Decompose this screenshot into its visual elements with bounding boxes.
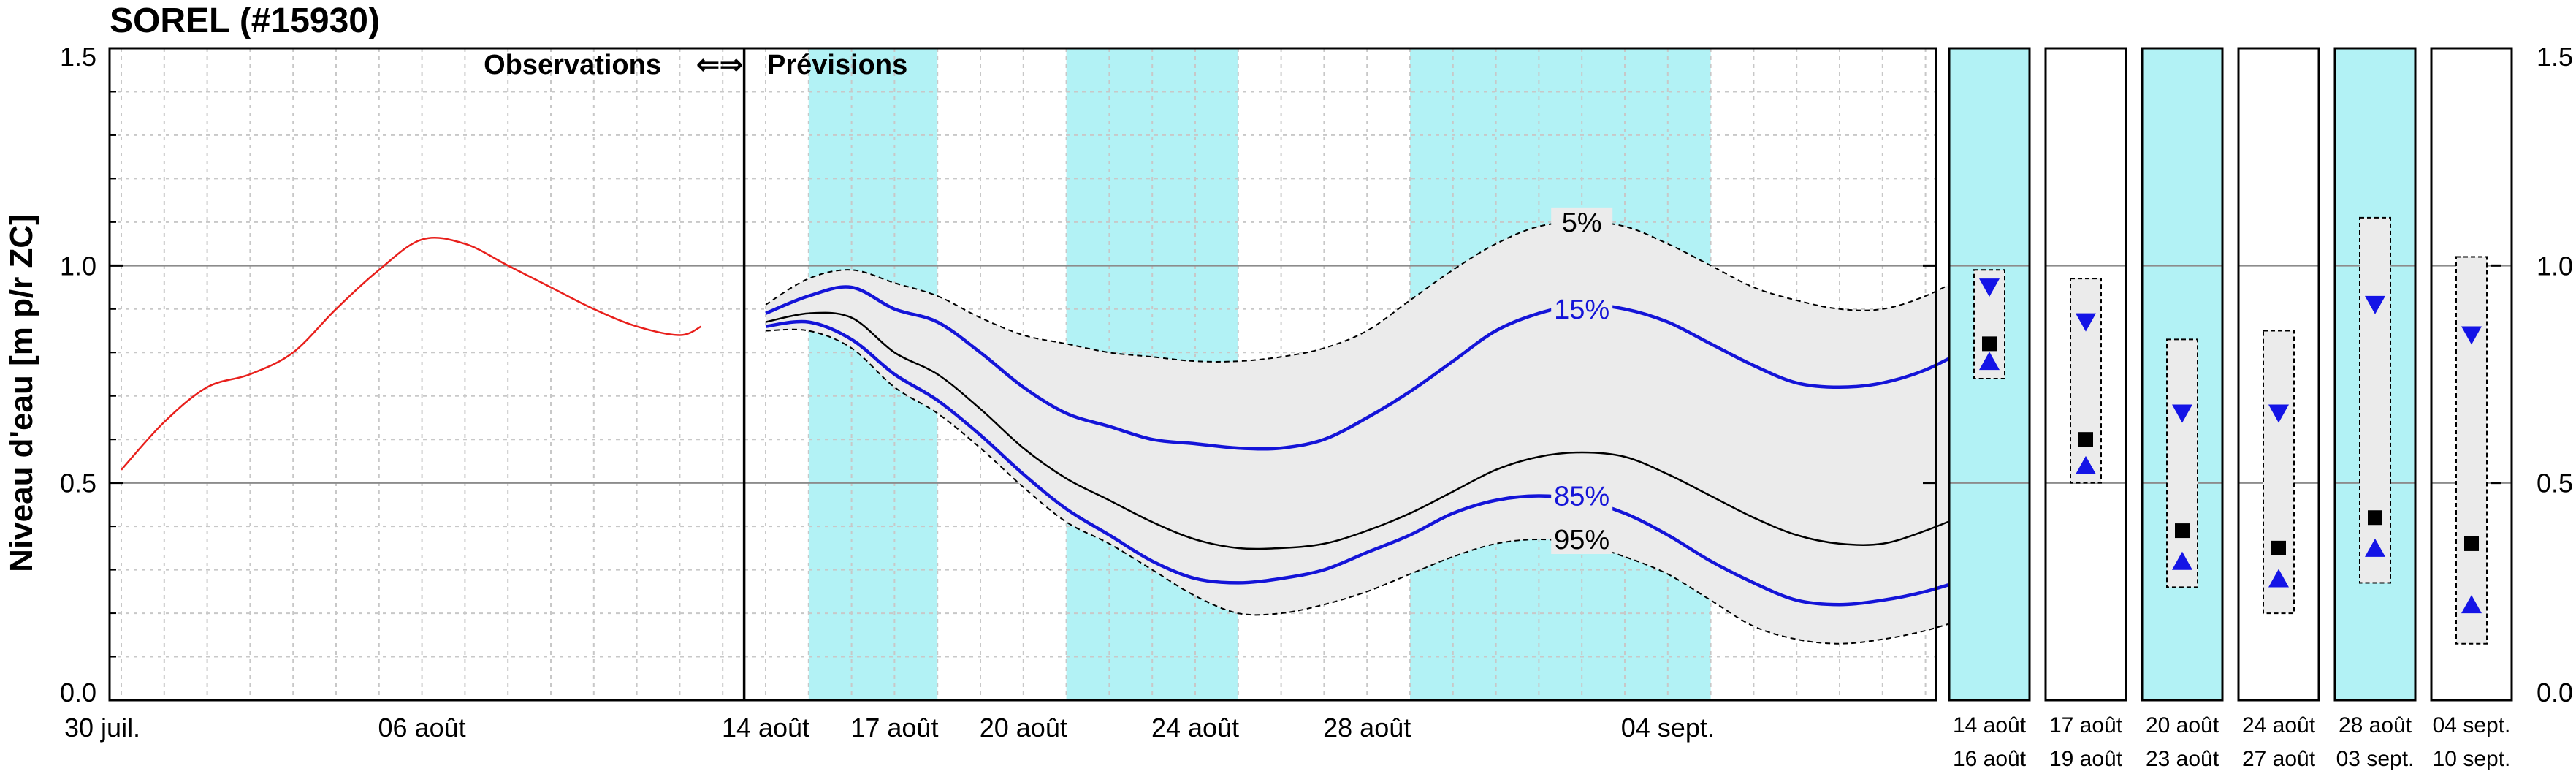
forecast-envelope bbox=[766, 221, 1969, 644]
period-label-bottom: 19 août bbox=[2049, 747, 2123, 771]
plot-frame bbox=[108, 47, 1937, 702]
y-tick-label-left: 0.5 bbox=[60, 468, 96, 498]
y-tick-label-left: 1.5 bbox=[60, 42, 96, 72]
header-arrows: ⇐⇒ bbox=[696, 50, 743, 80]
series-5pct bbox=[765, 221, 1969, 363]
percentile-label: 95% bbox=[1554, 525, 1609, 555]
period-label-bottom: 10 sept. bbox=[2433, 747, 2511, 771]
period-marker-up bbox=[2365, 538, 2385, 557]
y-tick-label-right: 1.5 bbox=[2537, 42, 2573, 72]
percentile-label-bg bbox=[1551, 207, 1613, 237]
period-marker-down bbox=[2461, 326, 2482, 345]
period-label-top: 28 août bbox=[2339, 713, 2412, 737]
x-tick-label: 30 juil. bbox=[64, 713, 140, 743]
x-tick-label: 04 sept. bbox=[1621, 713, 1715, 743]
x-tick-label: 14 août bbox=[722, 713, 809, 743]
period-label-bottom: 03 sept. bbox=[2336, 747, 2415, 771]
x-tick-label: 28 août bbox=[1323, 713, 1411, 743]
period-frame bbox=[2430, 47, 2513, 702]
period-marker-up bbox=[1979, 352, 2000, 371]
period-panel-0 bbox=[1948, 47, 2031, 702]
period-panels bbox=[1948, 47, 2513, 702]
period-label-top: 04 sept. bbox=[2433, 713, 2511, 737]
period-marker-square bbox=[2078, 432, 2093, 447]
period-frame bbox=[2141, 47, 2224, 702]
period-label-bottom: 23 août bbox=[2146, 747, 2219, 771]
period-marker-up bbox=[2461, 595, 2482, 614]
period-marker-down bbox=[1979, 278, 2000, 297]
y-axis-label: Niveau d'eau [m p/r ZC] bbox=[4, 214, 39, 572]
header-observations: Observations bbox=[484, 50, 661, 80]
period-frame bbox=[1948, 47, 2031, 702]
x-tick-label: 24 août bbox=[1151, 713, 1239, 743]
percentile-label: 15% bbox=[1554, 295, 1609, 325]
period-panel-1 bbox=[2044, 47, 2127, 702]
header-previsions: Prévisions bbox=[767, 50, 907, 80]
period-marker-up bbox=[2268, 569, 2289, 588]
series-95pct bbox=[765, 328, 1969, 645]
period-marker-square bbox=[1982, 336, 1997, 352]
period-label-bottom: 27 août bbox=[2242, 747, 2316, 771]
x-tick-label: 17 août bbox=[850, 713, 938, 743]
axes-frame bbox=[108, 47, 2501, 702]
percentile-label: 85% bbox=[1554, 482, 1609, 512]
period-marker-up bbox=[2172, 551, 2192, 570]
y-tick-label-left: 0.0 bbox=[60, 678, 96, 707]
period-marker-square bbox=[2271, 540, 2286, 555]
x-tick-label: 06 août bbox=[378, 713, 466, 743]
y-tick-label-right: 0.5 bbox=[2537, 468, 2573, 498]
series-15pct bbox=[765, 285, 1970, 451]
chart-title: SOREL (#15930) bbox=[110, 1, 380, 40]
period-marker-down bbox=[2172, 404, 2192, 423]
period-panel-2 bbox=[2141, 47, 2224, 702]
percentile-label-bg bbox=[1551, 294, 1613, 324]
y-tick-label-left: 1.0 bbox=[60, 251, 96, 281]
observations-line bbox=[121, 237, 702, 471]
period-range-box bbox=[2070, 278, 2102, 484]
x-tick-label: 20 août bbox=[980, 713, 1067, 743]
percentile-label-bg bbox=[1551, 524, 1613, 554]
period-marker-up bbox=[2076, 455, 2096, 474]
series: 5% 15% 85% 95% bbox=[121, 207, 1970, 645]
period-frame bbox=[2044, 47, 2127, 702]
period-label-bottom: 16 août bbox=[1953, 747, 2027, 771]
y-tick-label-right: 0.0 bbox=[2537, 678, 2573, 707]
period-marker-square bbox=[2464, 536, 2479, 551]
labels: SOREL (#15930) Niveau d'eau [m p/r ZC] O… bbox=[4, 1, 2573, 771]
period-marker-down bbox=[2365, 295, 2385, 314]
period-range-box bbox=[2263, 330, 2295, 615]
period-marker-square bbox=[2368, 510, 2382, 526]
percentile-label: 5% bbox=[1562, 208, 1602, 238]
percentile-label-bg bbox=[1551, 481, 1613, 511]
y-tick-label-right: 1.0 bbox=[2537, 251, 2573, 281]
period-panel-5 bbox=[2430, 47, 2513, 702]
series-85pct bbox=[765, 319, 1970, 607]
period-frame bbox=[2333, 47, 2417, 702]
period-label-top: 14 août bbox=[1953, 713, 2027, 737]
period-panel-4 bbox=[2333, 47, 2417, 702]
period-range-box bbox=[2166, 338, 2198, 588]
period-label-top: 24 août bbox=[2242, 713, 2316, 737]
period-range-box bbox=[2455, 256, 2488, 645]
period-range-box bbox=[2359, 216, 2391, 584]
period-panel-3 bbox=[2237, 47, 2320, 702]
period-label-top: 17 août bbox=[2049, 713, 2123, 737]
period-label-top: 20 août bbox=[2146, 713, 2219, 737]
series-median bbox=[765, 311, 1969, 550]
period-frame bbox=[2237, 47, 2320, 702]
period-marker-down bbox=[2268, 404, 2289, 423]
period-marker-down bbox=[2076, 313, 2096, 332]
period-marker-square bbox=[2175, 523, 2190, 539]
